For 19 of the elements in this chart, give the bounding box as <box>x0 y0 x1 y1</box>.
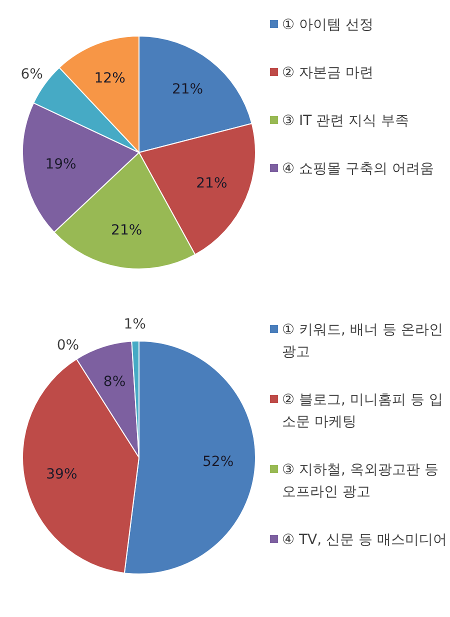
data-label: 21% <box>111 222 142 238</box>
data-label: 8% <box>103 374 126 390</box>
legend-label: ③ 지하철, 옥외광고판 등 오프라인 광고 <box>282 461 440 502</box>
legend-label: ① 아이템 선정 <box>282 16 374 35</box>
legend-label: ④ 쇼핑몰 구축의 어려움 <box>282 160 434 179</box>
data-label: 52% <box>202 454 234 470</box>
legend-label: ③ IT 관련 지식 부족 <box>282 112 410 131</box>
data-label: 6% <box>20 66 43 82</box>
legend-label: ① 키워드, 배너 등 온라인 광고 <box>282 321 444 362</box>
text: 0% <box>56 337 80 354</box>
data-label: 39% <box>46 466 78 482</box>
legend-label: ④ TV, 신문 등 매스미디어 <box>282 531 447 550</box>
data-label: 21% <box>196 176 228 192</box>
data-label: 19% <box>45 156 76 173</box>
data-label: 21% <box>172 82 204 98</box>
data-label: 12% <box>94 70 126 86</box>
data-label: 1% <box>124 316 146 333</box>
legend-label: ② 블로그, 미니홈피 등 입소문 마케팅 <box>282 391 444 432</box>
legend-label: ② 자본금 마련 <box>282 64 374 83</box>
